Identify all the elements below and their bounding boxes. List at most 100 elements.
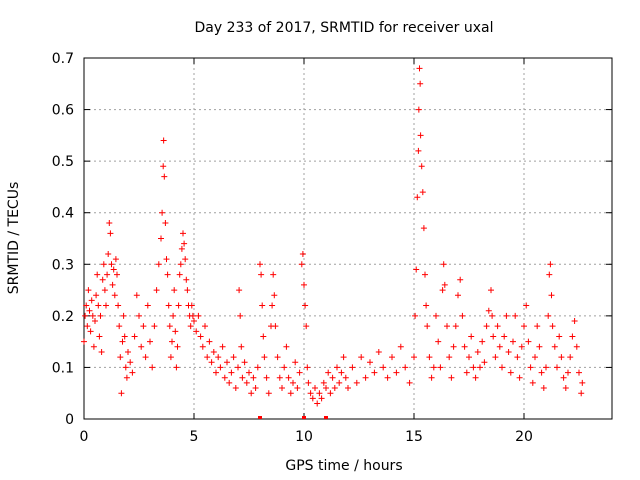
data-point: [329, 374, 336, 381]
data-point: [136, 312, 142, 319]
data-point: [202, 323, 208, 330]
data-point: [466, 354, 472, 361]
data-point: [97, 312, 104, 319]
data-point: [477, 364, 483, 371]
data-point: [474, 348, 481, 355]
data-point: [334, 364, 340, 371]
data-point: [546, 271, 553, 278]
data-point: [226, 379, 233, 386]
data-point: [90, 343, 97, 350]
data-point: [358, 354, 365, 361]
data-point: [210, 348, 217, 355]
data-point: [87, 328, 94, 335]
data-point: [252, 385, 259, 392]
data-point: [540, 385, 547, 392]
data-point: [437, 364, 444, 371]
data-point: [318, 395, 325, 402]
data-point: [195, 312, 202, 319]
y-tick-label: 0: [65, 412, 74, 428]
data-point: [204, 354, 211, 361]
data-point: [159, 209, 166, 216]
data-point: [558, 354, 565, 361]
data-point: [307, 390, 314, 397]
data-point: [384, 374, 391, 381]
data-point: [415, 147, 422, 154]
data-point: [213, 369, 219, 376]
data-point: [188, 302, 195, 309]
data-point: [411, 354, 417, 361]
data-point: [485, 307, 492, 314]
data-point: [94, 271, 101, 278]
data-point: [285, 374, 292, 381]
data-point: [489, 312, 496, 319]
grid-lines: [84, 58, 612, 419]
data-point: [106, 220, 113, 227]
data-point: [413, 266, 420, 273]
data-point: [525, 338, 532, 345]
data-point: [89, 312, 96, 319]
y-tick-label: 0.3: [52, 257, 74, 273]
data-point: [380, 364, 387, 371]
data-point: [448, 374, 455, 381]
x-axis-label: GPS time / hours: [285, 458, 402, 474]
data-point: [184, 287, 191, 294]
data-point: [165, 302, 172, 309]
data-point: [109, 281, 116, 288]
data-point: [108, 261, 115, 268]
data-point: [208, 359, 215, 366]
data-point: [238, 343, 245, 350]
data-point: [294, 385, 301, 392]
data-point: [569, 333, 576, 340]
y-axis-label: SRMTID / TECUs: [6, 182, 22, 295]
data-point: [459, 312, 466, 319]
data-point: [254, 364, 261, 371]
data-point: [263, 374, 270, 381]
data-point: [265, 390, 272, 397]
data-point: [327, 390, 334, 397]
data-point: [100, 261, 107, 268]
data-point: [261, 354, 268, 361]
data-point: [397, 343, 404, 350]
data-point: [412, 312, 419, 319]
data-point: [461, 343, 468, 350]
data-point: [105, 250, 112, 257]
data-point: [228, 369, 235, 376]
data-point: [246, 369, 252, 376]
data-point: [483, 323, 490, 330]
data-point: [340, 354, 347, 361]
data-point: [257, 261, 263, 268]
data-point: [424, 323, 431, 330]
baseline-markers: [258, 416, 328, 419]
data-point: [183, 276, 190, 283]
data-point: [175, 302, 182, 309]
chart-title: Day 233 of 2017, SRMTID for receiver uxa…: [194, 20, 493, 36]
data-point: [170, 312, 177, 319]
data-point: [543, 364, 549, 371]
data-point: [423, 302, 430, 309]
data-point: [174, 343, 181, 350]
data-point: [527, 364, 534, 371]
data-point: [199, 343, 206, 350]
data-point: [428, 374, 435, 381]
data-point: [556, 333, 563, 340]
data-point: [296, 369, 303, 376]
data-point: [125, 348, 131, 355]
data-point: [167, 354, 174, 361]
data-point: [101, 287, 108, 294]
data-point: [144, 302, 151, 309]
data-point: [121, 333, 128, 340]
data-point: [481, 359, 488, 366]
data-point: [235, 364, 241, 371]
data-point: [529, 379, 536, 386]
data-point: [389, 354, 395, 361]
data-point: [271, 292, 278, 299]
data-point: [169, 338, 175, 345]
data-point: [545, 312, 552, 319]
data-point: [514, 354, 521, 361]
data-point: [158, 235, 164, 242]
data-point: [472, 374, 479, 381]
data-point: [503, 312, 510, 319]
data-point: [274, 354, 281, 361]
data-point: [349, 364, 356, 371]
data-point: [433, 312, 439, 319]
